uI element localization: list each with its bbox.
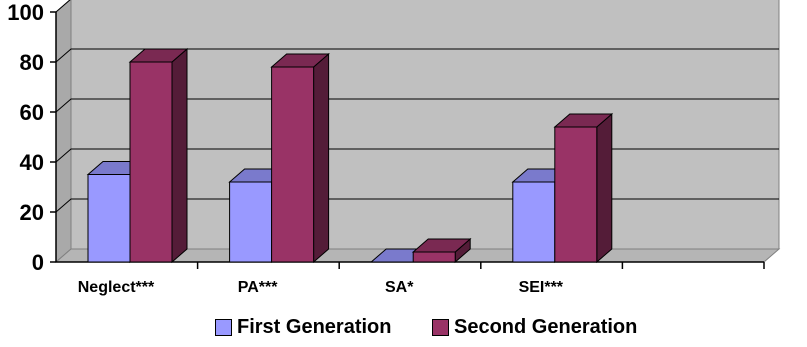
bar-second-generation-0: [129, 61, 173, 263]
side-wall: [55, 0, 72, 264]
bar-second-generation-1-side: [313, 52, 330, 264]
legend-item-first-generation: First Generation: [215, 316, 391, 339]
y-tick-label: 0: [32, 250, 44, 275]
y-tick-label: 60: [20, 100, 44, 125]
y-tick-label: 40: [20, 150, 44, 175]
y-tick-label: 20: [20, 200, 44, 225]
bars: [86, 47, 614, 264]
legend-swatch-second-generation: [432, 319, 449, 336]
x-tick-label: PA***: [238, 279, 278, 296]
bar-second-generation-3: [554, 126, 598, 263]
bar-second-generation-2: [412, 251, 456, 263]
legend: First Generation Second Generation: [0, 312, 807, 346]
legend-label-second-generation: Second Generation: [454, 316, 638, 338]
gridline: [55, 148, 779, 163]
x-tick-label: Neglect***: [78, 279, 155, 296]
bar-second-generation-1: [271, 66, 315, 263]
gridline: [55, 48, 779, 63]
gridline: [55, 0, 71, 13]
y-tick-label: 80: [20, 50, 44, 75]
legend-label-first-generation: First Generation: [237, 316, 392, 338]
legend-swatch-first-generation: [215, 319, 232, 336]
bar-first-generation-0: [87, 174, 131, 263]
bar-second-generation-0-side: [171, 47, 188, 264]
y-tick-label: 100: [7, 0, 44, 25]
bar-first-generation-1: [229, 181, 273, 263]
x-tick-label: SEI***: [519, 279, 564, 296]
tick-labels: 0 20 40 60 80 100 Neglect*** PA*** SA* SEI***: [7, 0, 564, 296]
bar-second-generation-3-side: [596, 112, 613, 264]
x-tick-label: SA*: [385, 279, 414, 296]
gridline: [55, 98, 779, 113]
bar-first-generation-3: [512, 181, 556, 263]
bar-chart: 0 20 40 60 80 100 Neglect*** PA*** SA* SEI***: [7, 0, 781, 296]
legend-item-second-generation: Second Generation: [432, 316, 637, 339]
